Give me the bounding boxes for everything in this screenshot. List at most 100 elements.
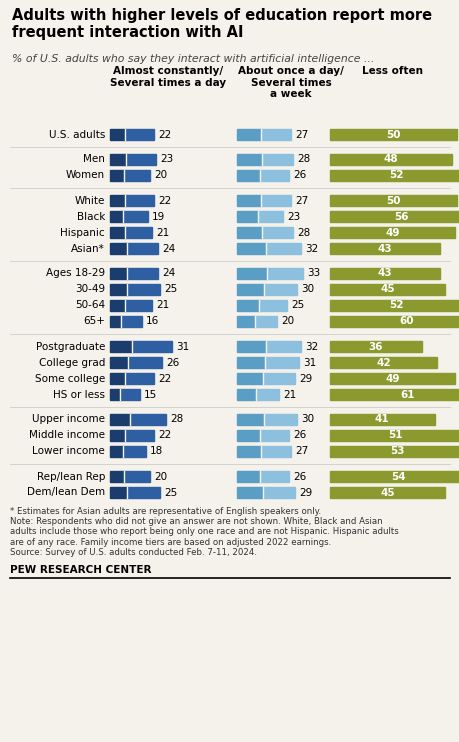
Bar [329, 300, 459, 311]
Text: 65+: 65+ [83, 317, 105, 326]
Text: 27: 27 [294, 447, 308, 456]
Bar [110, 129, 125, 140]
Bar [265, 243, 300, 254]
Bar [262, 227, 292, 238]
Bar [261, 129, 291, 140]
Text: 50-64: 50-64 [75, 301, 105, 310]
Bar [120, 389, 140, 400]
Text: Some college: Some college [35, 373, 105, 384]
Bar [110, 284, 127, 295]
Bar [263, 487, 294, 498]
Bar [257, 211, 282, 222]
Text: 45: 45 [379, 284, 394, 295]
Bar [329, 357, 436, 368]
Bar [110, 471, 124, 482]
Text: Upper income: Upper income [32, 415, 105, 424]
Text: 26: 26 [292, 471, 306, 482]
Bar [236, 471, 260, 482]
Bar [254, 316, 276, 327]
Text: 22: 22 [157, 430, 171, 441]
Bar [110, 430, 125, 441]
Text: 41: 41 [374, 415, 389, 424]
Bar [329, 446, 459, 457]
Bar [260, 471, 288, 482]
Bar [236, 211, 257, 222]
Bar [236, 300, 259, 311]
Text: 28: 28 [297, 154, 309, 165]
Bar [262, 154, 292, 165]
Bar [110, 243, 127, 254]
Bar [329, 373, 454, 384]
Text: 30-49: 30-49 [75, 284, 105, 295]
Text: 54: 54 [391, 471, 405, 482]
Bar [124, 227, 151, 238]
Bar [329, 341, 421, 352]
Bar [110, 170, 124, 181]
Text: 49: 49 [384, 373, 399, 384]
Bar [236, 341, 265, 352]
Bar [110, 341, 131, 352]
Bar [329, 487, 444, 498]
Bar [329, 227, 454, 238]
Text: 32: 32 [304, 341, 318, 352]
Bar [110, 487, 127, 498]
Text: 25: 25 [164, 284, 177, 295]
Bar [329, 471, 459, 482]
Bar [265, 341, 300, 352]
Bar [236, 389, 255, 400]
Text: 61: 61 [400, 390, 414, 399]
Bar [263, 373, 294, 384]
Bar [110, 211, 123, 222]
Text: 28: 28 [170, 415, 183, 424]
Text: College grad: College grad [39, 358, 105, 367]
Text: 45: 45 [379, 487, 394, 497]
Bar [259, 300, 286, 311]
Bar [121, 316, 142, 327]
Bar [264, 357, 298, 368]
Text: 28: 28 [297, 228, 309, 237]
Text: U.S. adults: U.S. adults [49, 130, 105, 139]
Text: 22: 22 [157, 373, 171, 384]
Bar [236, 446, 261, 457]
Bar [329, 414, 434, 425]
Text: Women: Women [66, 171, 105, 180]
Bar [266, 268, 302, 279]
Text: 25: 25 [164, 487, 177, 497]
Text: 60: 60 [398, 317, 413, 326]
Text: 30: 30 [300, 415, 313, 424]
Text: 51: 51 [387, 430, 402, 441]
Text: 22: 22 [157, 130, 171, 139]
Bar [125, 195, 154, 206]
Bar [260, 170, 288, 181]
Text: 50: 50 [386, 130, 400, 139]
Bar [260, 430, 288, 441]
Text: White: White [74, 195, 105, 206]
Text: 15: 15 [144, 390, 157, 399]
Text: 26: 26 [292, 171, 306, 180]
Text: Less often: Less often [362, 66, 423, 76]
Bar [329, 211, 459, 222]
Text: Note: Respondents who did not give an answer are not shown. White, Black and Asi: Note: Respondents who did not give an an… [10, 517, 398, 557]
Text: HS or less: HS or less [53, 390, 105, 399]
Bar [127, 243, 157, 254]
Text: PEW RESEARCH CENTER: PEW RESEARCH CENTER [10, 565, 151, 575]
Text: Hispanic: Hispanic [60, 228, 105, 237]
Bar [127, 268, 157, 279]
Bar [236, 357, 264, 368]
Text: 20: 20 [154, 171, 167, 180]
Bar [127, 487, 160, 498]
Bar [236, 487, 263, 498]
Bar [236, 316, 254, 327]
Text: 19: 19 [151, 211, 165, 222]
Text: 21: 21 [282, 390, 296, 399]
Text: Black: Black [77, 211, 105, 222]
Text: 31: 31 [302, 358, 316, 367]
Bar [110, 389, 120, 400]
Text: 20: 20 [280, 317, 293, 326]
Text: 21: 21 [156, 301, 169, 310]
Bar [236, 430, 260, 441]
Bar [129, 414, 166, 425]
Text: 23: 23 [286, 211, 300, 222]
Bar [110, 357, 128, 368]
Text: 18: 18 [150, 447, 163, 456]
